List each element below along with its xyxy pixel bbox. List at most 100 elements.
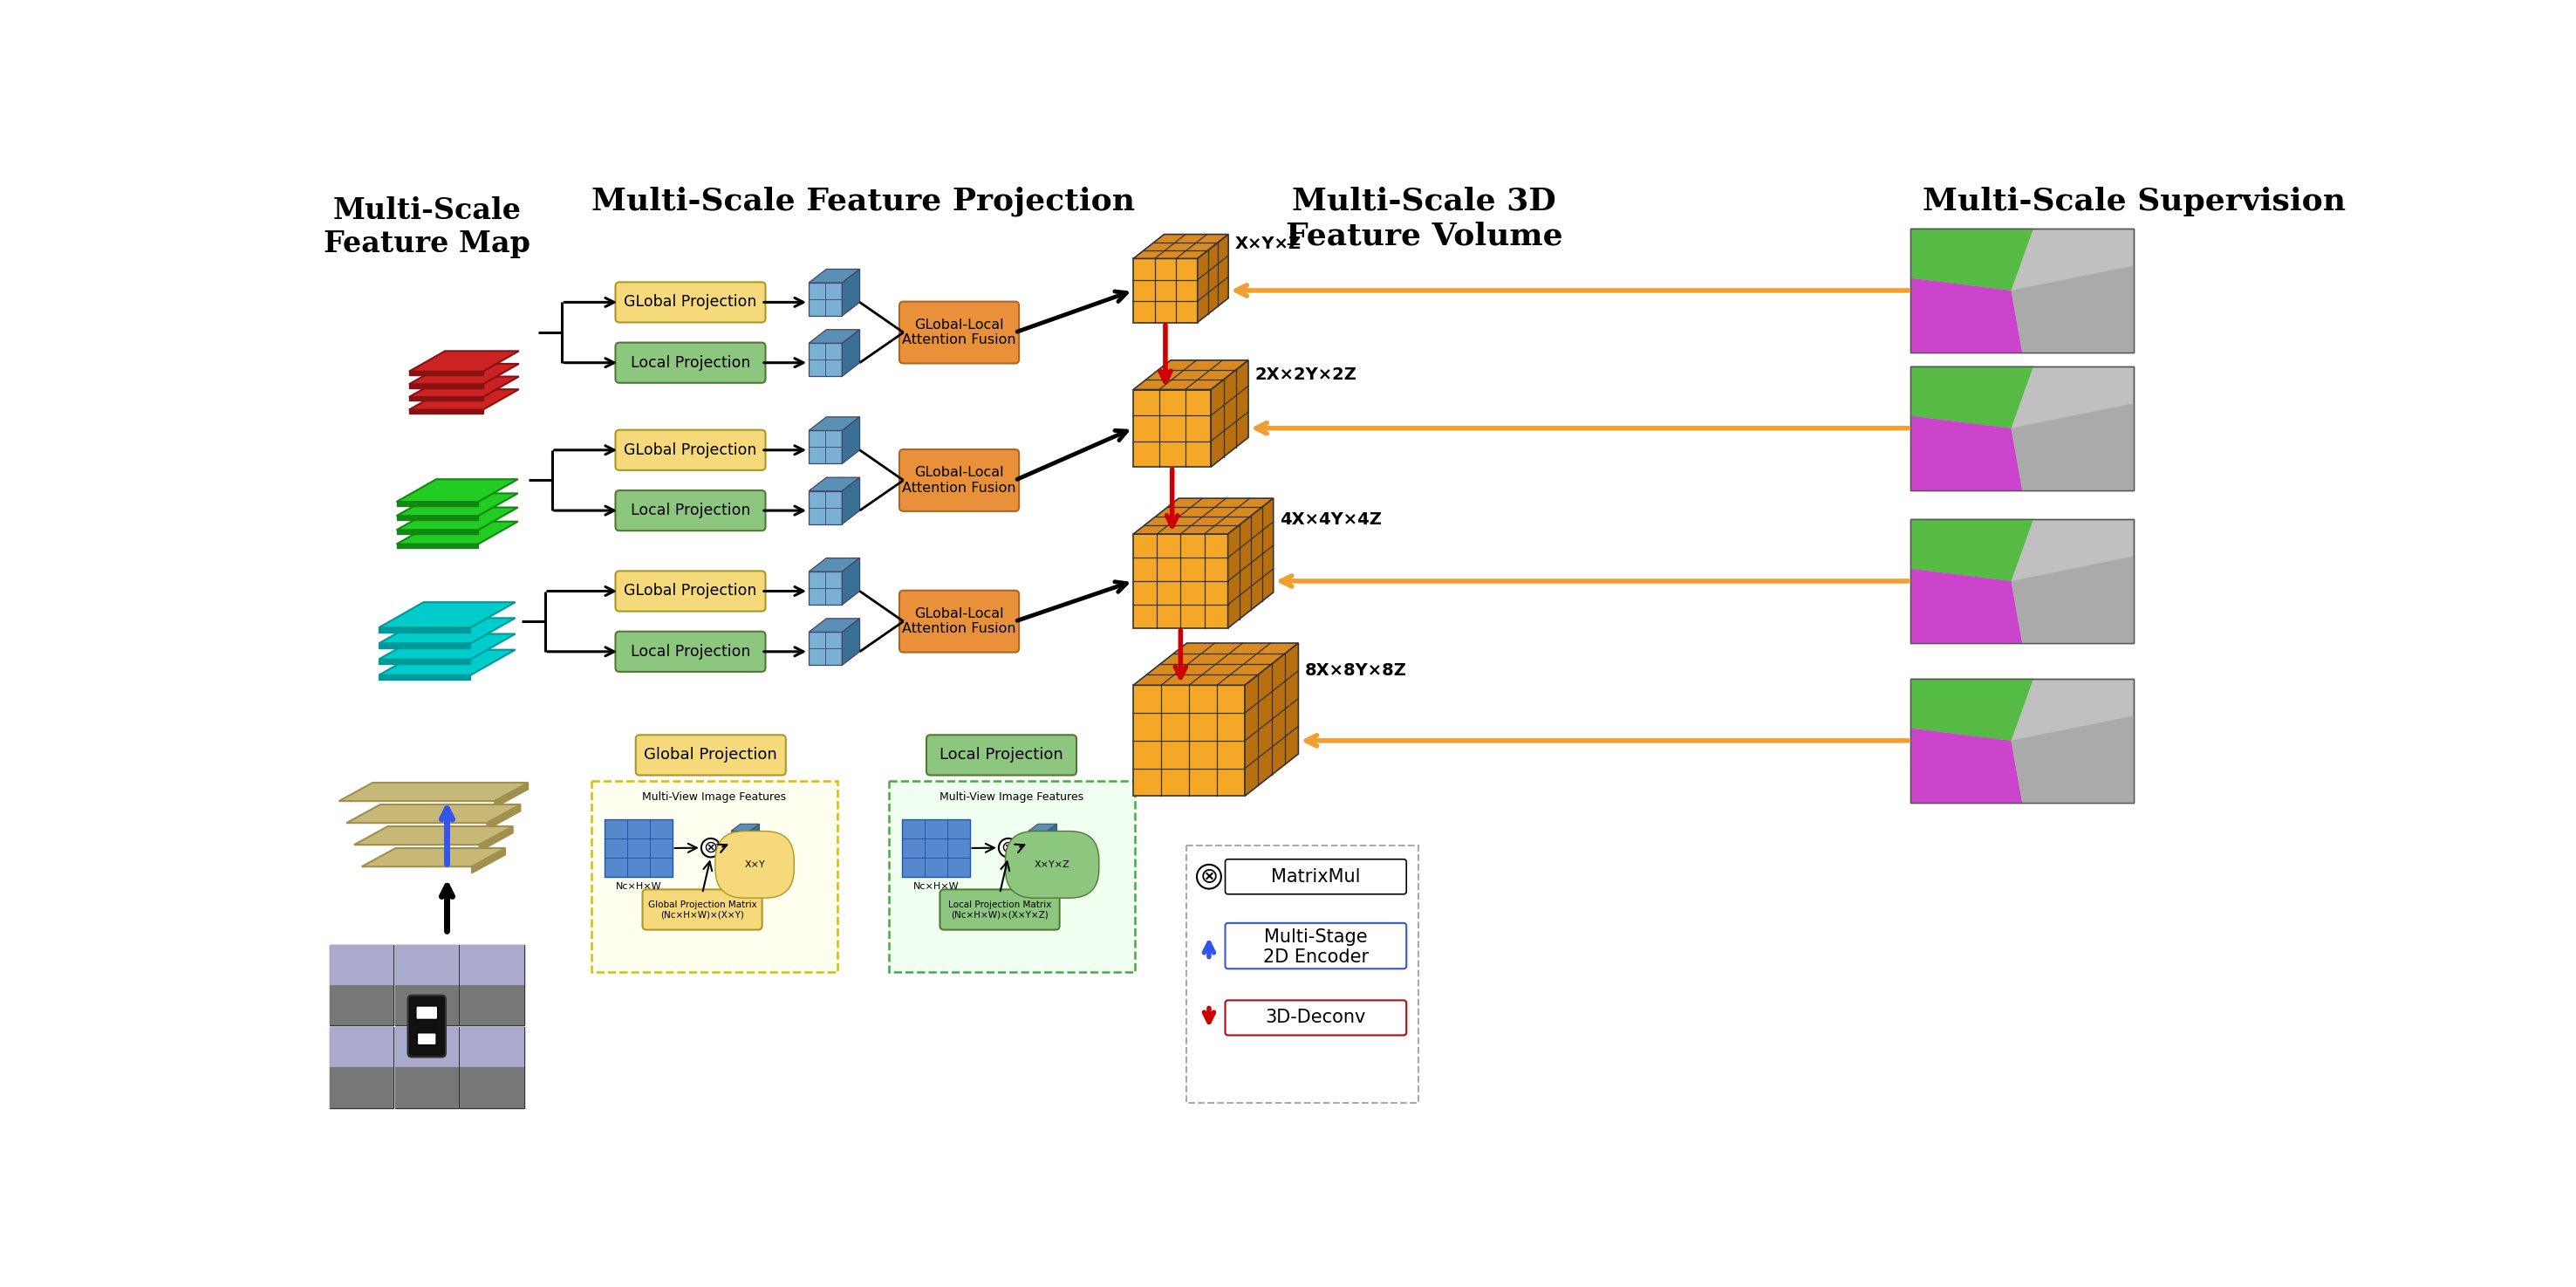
Polygon shape <box>809 619 860 632</box>
Polygon shape <box>410 409 482 413</box>
Bar <box>394 945 459 1026</box>
Bar <box>330 1067 394 1108</box>
Polygon shape <box>1911 366 2032 429</box>
Polygon shape <box>1133 234 1229 259</box>
Polygon shape <box>732 831 750 849</box>
Polygon shape <box>1133 390 1211 467</box>
Polygon shape <box>379 628 471 632</box>
FancyBboxPatch shape <box>899 449 1020 511</box>
Polygon shape <box>809 269 860 283</box>
Polygon shape <box>2012 265 2133 353</box>
Text: Global Projection Matrix
(Nc×H×W)×(X×Y): Global Projection Matrix (Nc×H×W)×(X×Y) <box>649 900 757 919</box>
Bar <box>330 1027 394 1067</box>
Polygon shape <box>397 516 479 520</box>
FancyBboxPatch shape <box>417 1033 435 1045</box>
Polygon shape <box>2012 403 2133 490</box>
FancyBboxPatch shape <box>1226 860 1406 894</box>
Polygon shape <box>1911 569 2022 644</box>
Polygon shape <box>809 632 842 665</box>
Text: Local Projection Matrix
(Nc×H×W)×(X×Y×Z): Local Projection Matrix (Nc×H×W)×(X×Y×Z) <box>948 900 1051 919</box>
Polygon shape <box>750 824 760 849</box>
Polygon shape <box>1048 824 1056 849</box>
Bar <box>1911 228 2133 353</box>
Polygon shape <box>410 385 482 389</box>
Polygon shape <box>1133 644 1298 685</box>
Text: Local Projection: Local Projection <box>940 748 1064 763</box>
FancyBboxPatch shape <box>1185 846 1419 1103</box>
Bar <box>394 1067 459 1108</box>
FancyBboxPatch shape <box>899 591 1020 653</box>
Bar <box>1911 366 2133 490</box>
Polygon shape <box>397 502 479 506</box>
Text: Multi-Scale 3D
Feature Volume: Multi-Scale 3D Feature Volume <box>1285 187 1564 251</box>
Polygon shape <box>1133 685 1244 797</box>
Polygon shape <box>1028 831 1048 849</box>
Text: Multi-Scale Feature Projection: Multi-Scale Feature Projection <box>590 187 1133 216</box>
Polygon shape <box>1911 678 2032 740</box>
Text: Nc×H×W: Nc×H×W <box>912 882 958 891</box>
FancyBboxPatch shape <box>641 889 762 929</box>
FancyBboxPatch shape <box>899 301 1020 363</box>
Text: 4X×4Y×4Z: 4X×4Y×4Z <box>1280 511 1383 528</box>
Polygon shape <box>809 559 860 571</box>
Polygon shape <box>1229 498 1273 628</box>
Bar <box>330 985 394 1026</box>
Text: Multi-Stage
2D Encoder: Multi-Stage 2D Encoder <box>1262 928 1368 967</box>
Text: GLobal Projection: GLobal Projection <box>623 295 757 310</box>
Polygon shape <box>1198 234 1229 323</box>
Polygon shape <box>842 619 860 665</box>
Polygon shape <box>410 390 518 409</box>
Polygon shape <box>397 544 479 548</box>
FancyBboxPatch shape <box>616 282 765 323</box>
Polygon shape <box>379 676 471 680</box>
Polygon shape <box>1133 498 1273 534</box>
Text: ⊗: ⊗ <box>1002 839 1015 856</box>
FancyBboxPatch shape <box>636 735 786 775</box>
Polygon shape <box>1133 259 1198 323</box>
Text: ⊗: ⊗ <box>703 839 719 856</box>
Polygon shape <box>379 602 515 628</box>
Polygon shape <box>842 329 860 376</box>
Text: Multi-View Image Features: Multi-View Image Features <box>940 792 1084 803</box>
Text: Multi-Scale
Feature Map: Multi-Scale Feature Map <box>325 196 531 259</box>
Polygon shape <box>1244 644 1298 797</box>
Circle shape <box>1198 865 1221 889</box>
Text: 8X×8Y×8Z: 8X×8Y×8Z <box>1306 662 1406 678</box>
Bar <box>330 1027 394 1108</box>
Polygon shape <box>842 559 860 605</box>
Polygon shape <box>809 344 842 376</box>
Polygon shape <box>2012 556 2133 644</box>
Polygon shape <box>809 571 842 605</box>
FancyBboxPatch shape <box>616 342 765 382</box>
FancyBboxPatch shape <box>940 889 1059 929</box>
Text: GLobal-Local
Attention Fusion: GLobal-Local Attention Fusion <box>902 318 1015 346</box>
Polygon shape <box>410 377 518 396</box>
Text: Global Projection: Global Projection <box>644 748 778 763</box>
Bar <box>1911 519 2133 644</box>
Bar <box>461 1027 523 1067</box>
Bar <box>1911 366 2133 490</box>
Polygon shape <box>340 782 528 801</box>
Polygon shape <box>379 618 515 644</box>
Polygon shape <box>809 329 860 344</box>
Polygon shape <box>809 283 842 315</box>
Text: X×Y: X×Y <box>744 860 765 869</box>
Text: X×Y×Z: X×Y×Z <box>1036 860 1069 869</box>
Text: GLobal-Local
Attention Fusion: GLobal-Local Attention Fusion <box>902 607 1015 636</box>
Bar <box>902 820 969 876</box>
Polygon shape <box>353 826 513 844</box>
Polygon shape <box>1911 519 2032 580</box>
Bar <box>1911 519 2133 644</box>
Bar <box>461 945 523 1026</box>
FancyBboxPatch shape <box>407 995 446 1057</box>
Polygon shape <box>397 507 518 530</box>
FancyBboxPatch shape <box>616 571 765 611</box>
Text: Multi-View Image Features: Multi-View Image Features <box>641 792 786 803</box>
Polygon shape <box>379 659 471 664</box>
Polygon shape <box>842 417 860 463</box>
Polygon shape <box>479 826 513 852</box>
Circle shape <box>999 838 1018 857</box>
Polygon shape <box>410 364 518 385</box>
Bar <box>461 1067 523 1108</box>
Polygon shape <box>732 824 760 831</box>
